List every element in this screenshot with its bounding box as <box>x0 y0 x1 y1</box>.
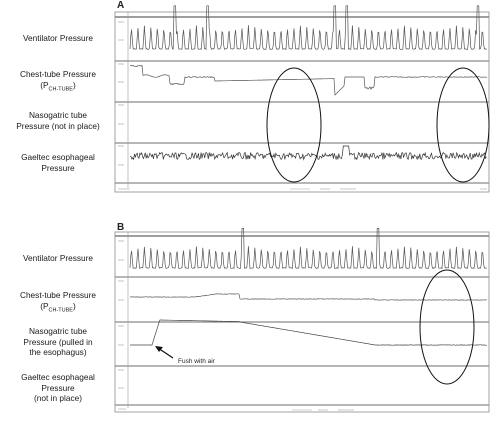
chest-tube-subscript: CH-TUBE <box>48 86 73 93</box>
nasogastric-label-line2: Pressure (pulled in <box>23 336 93 347</box>
panel-a-ventilator-trace <box>129 5 487 51</box>
chest-tube-close-paren: ) <box>72 300 76 311</box>
panel-a-frame <box>114 11 490 193</box>
panel-a-letter: A <box>117 0 125 11</box>
panel-b-letter: B <box>117 222 125 233</box>
flush-annotation: Fush with air <box>178 358 216 365</box>
gaeltec-label-line1: Gaeltec esophageal <box>21 372 95 382</box>
flush-arrow <box>155 346 174 359</box>
panel-b-highlight-ellipse-right <box>419 269 475 385</box>
panel-b-nasogastric-trace <box>130 319 487 346</box>
ventilator-label-text: Ventilator Pressure <box>22 253 94 263</box>
panel-b-chest-tube-trace <box>129 293 488 301</box>
panel-b-frame <box>114 231 490 413</box>
footer-marks <box>118 188 487 411</box>
panel-a-gaeltec-label: Gaeltec esophageal Pressure <box>4 152 112 173</box>
axis-ticks <box>118 21 124 389</box>
ventilator-label-text: Ventilator Pressure <box>22 33 94 43</box>
panel-b-chest-tube-label: Chest-tube Pressure (PCH-TUBE) <box>4 290 112 316</box>
chest-tube-label-line2: (P <box>40 79 49 90</box>
nasogastric-label-line1: Nasogatric tube <box>28 110 88 120</box>
panel-a-highlight-ellipse-right <box>436 67 490 183</box>
panel-a-chest-tube-trace <box>129 64 488 96</box>
gaeltec-label-line2: Pressure <box>41 162 75 173</box>
gaeltec-label-line3: (not in place) <box>34 393 82 403</box>
nasogastric-label-line1: Nasogatric tube <box>28 326 88 336</box>
chest-tube-label-line1: Chest-tube Pressure <box>19 69 97 79</box>
nasogastric-label-line3: the esophagus) <box>29 347 87 357</box>
panel-b-ventilator-label: Ventilator Pressure <box>4 253 112 264</box>
chest-tube-label-line2: (P <box>40 300 49 311</box>
nasogastric-label-line2: Pressure (not in place) <box>16 120 100 131</box>
panel-a-esophageal-trace <box>129 145 487 161</box>
chest-tube-subscript: CH-TUBE <box>48 307 73 314</box>
chest-tube-label-line1: Chest-tube Pressure <box>19 290 97 300</box>
panel-a-nasogastric-label: Nasogatric tube Pressure (not in place) <box>4 110 112 131</box>
gaeltec-label-line1: Gaeltec esophageal <box>21 152 95 162</box>
panel-a-highlight-ellipse-middle <box>266 67 322 183</box>
panel-b-ventilator-trace <box>129 228 487 270</box>
gaeltec-label-line2: Pressure <box>41 382 75 393</box>
panel-b-gaeltec-label: Gaeltec esophageal Pressure (not in plac… <box>4 372 112 404</box>
panel-a-ventilator-label: Ventilator Pressure <box>4 33 112 44</box>
panel-b-nasogastric-label: Nasogatric tube Pressure (pulled in the … <box>4 326 112 358</box>
chest-tube-close-paren: ) <box>72 79 76 90</box>
panel-a-chest-tube-label: Chest-tube Pressure (PCH-TUBE) <box>4 69 112 95</box>
